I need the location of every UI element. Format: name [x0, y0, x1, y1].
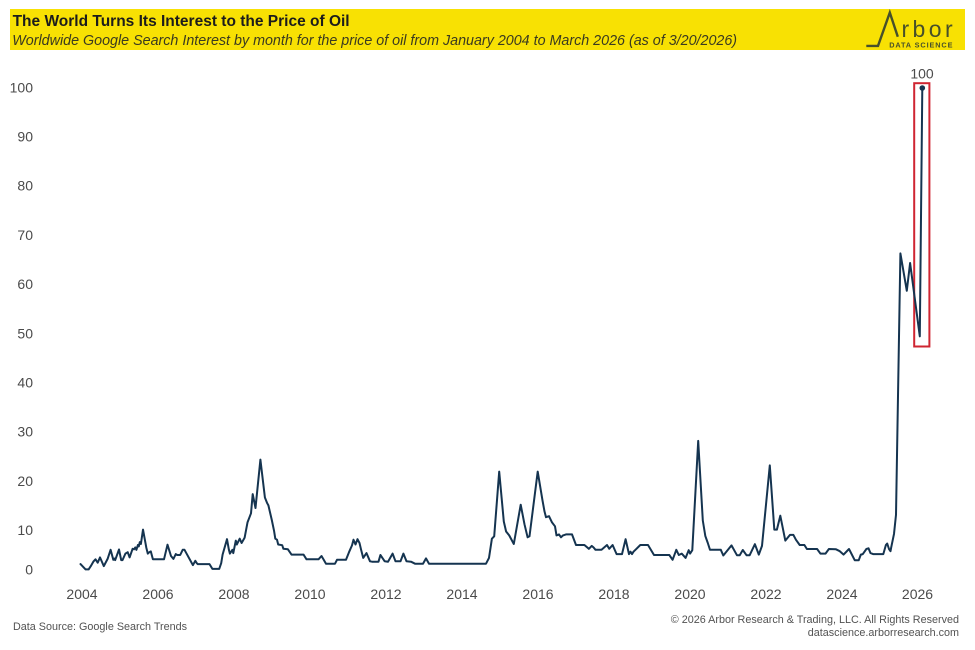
svg-text:60: 60 [17, 276, 33, 292]
svg-text:0: 0 [25, 561, 33, 577]
svg-text:40: 40 [17, 375, 33, 391]
svg-text:2006: 2006 [142, 586, 173, 602]
svg-text:2026: 2026 [902, 586, 933, 602]
svg-text:rbor: rbor [902, 16, 957, 42]
svg-text:10: 10 [17, 522, 33, 538]
svg-text:2016: 2016 [522, 586, 553, 602]
svg-text:90: 90 [17, 129, 33, 145]
svg-text:50: 50 [17, 325, 33, 341]
svg-text:100: 100 [10, 79, 34, 95]
svg-text:2010: 2010 [294, 586, 325, 602]
svg-text:30: 30 [17, 424, 33, 440]
svg-text:20: 20 [17, 473, 33, 489]
svg-text:2014: 2014 [446, 586, 477, 602]
svg-text:70: 70 [17, 227, 33, 243]
svg-text:2004: 2004 [66, 586, 97, 602]
svg-text:2022: 2022 [750, 586, 781, 602]
svg-text:80: 80 [17, 178, 33, 194]
svg-text:DATA SCIENCE: DATA SCIENCE [889, 40, 953, 49]
svg-text:2012: 2012 [370, 586, 401, 602]
svg-text:2020: 2020 [674, 586, 705, 602]
svg-text:2018: 2018 [598, 586, 629, 602]
svg-text:100: 100 [910, 66, 934, 82]
svg-text:2024: 2024 [826, 586, 857, 602]
svg-text:2008: 2008 [218, 586, 249, 602]
